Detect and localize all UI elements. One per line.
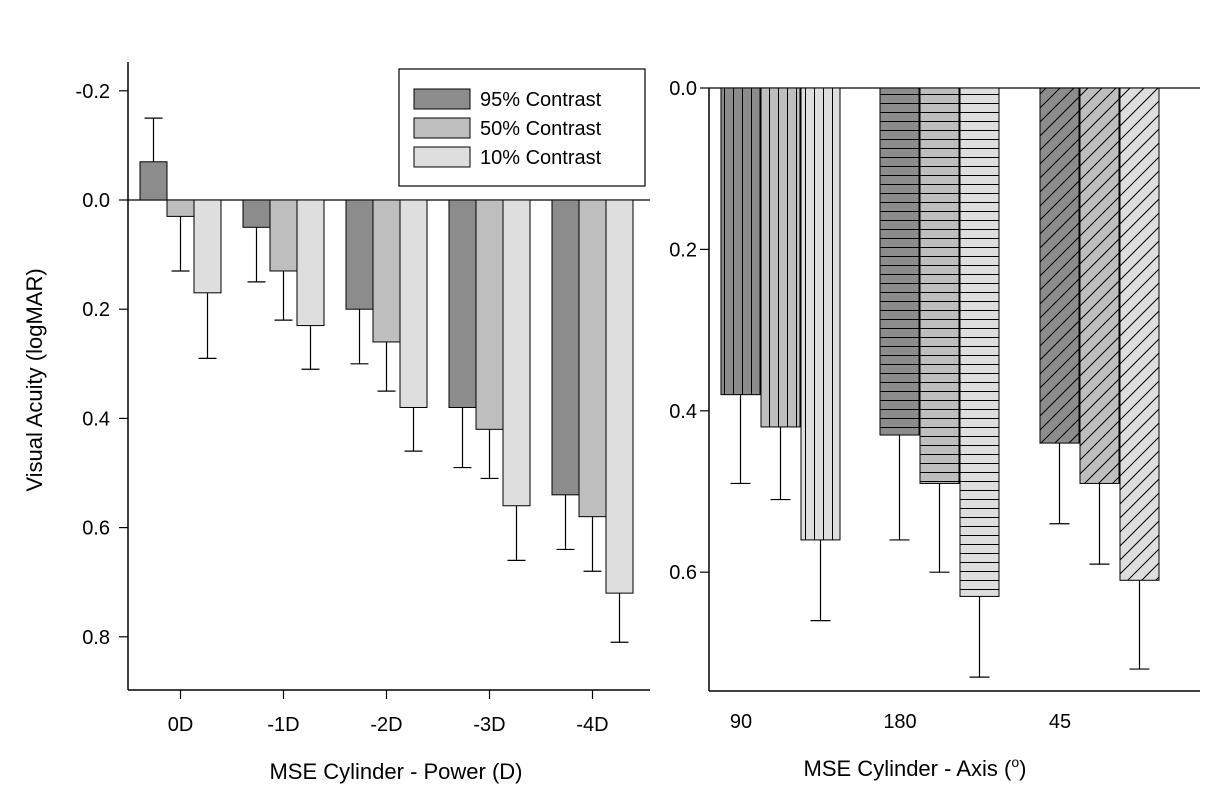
left-bar [193, 199, 222, 294]
left-bar [475, 199, 504, 430]
right-bar [1119, 87, 1160, 581]
left-bar [139, 161, 168, 201]
left-bar [296, 199, 325, 327]
left-x-axis-label: MSE Cylinder - Power (D) [269, 759, 522, 784]
legend: 95% Contrast 50% Contrast 10% Contrast [398, 68, 646, 187]
legend-label: 50% Contrast [480, 118, 602, 140]
left-bar [578, 199, 607, 518]
right-chart-axis: 0.0 0.2 0.4 0.6 90 180 45 [669, 78, 1200, 733]
left-y-tick-label: 0.6 [82, 518, 110, 540]
left-bar [551, 199, 580, 496]
right-bar [1079, 87, 1120, 484]
legend-label: 95% Contrast [480, 89, 602, 111]
right-x-axis-label-main: MSE Cylinder - Axis ( [804, 756, 1012, 781]
left-bar [242, 199, 271, 228]
left-x-tick-label: -4D [576, 714, 608, 736]
left-bar [345, 199, 374, 310]
left-y-tick-label: -0.2 [76, 81, 110, 103]
left-bar [502, 199, 531, 507]
right-x-axis-label-sup: o [1011, 754, 1019, 770]
right-x-axis-label: MSE Cylinder - Axis (o) [804, 754, 1027, 781]
right-bar [720, 87, 761, 396]
right-bar [879, 87, 920, 436]
left-chart-power: -0.2 0.0 0.2 0.4 0.6 0.8 0D -1D -2D -3D -4D 95% Con… [76, 62, 650, 736]
left-bar [448, 199, 477, 408]
left-y-tick-label: 0.0 [82, 190, 110, 212]
right-y-tick-label: 0.6 [669, 562, 697, 584]
left-x-tick-label: -1D [267, 714, 299, 736]
left-bar [166, 199, 195, 217]
right-bar [760, 87, 801, 428]
left-y-tick-label: 0.8 [82, 627, 110, 649]
left-bar [372, 199, 401, 343]
right-x-tick-label: 45 [1049, 711, 1071, 733]
left-y-tick-label: 0.4 [82, 408, 110, 430]
left-y-tick-label: 0.2 [82, 299, 110, 321]
right-bar [1039, 87, 1080, 444]
legend-swatch [413, 88, 471, 110]
left-x-tick-label: -3D [473, 714, 505, 736]
right-y-tick-label: 0.0 [669, 78, 697, 100]
right-y-tick-label: 0.2 [669, 239, 697, 261]
left-x-tick-label: 0D [168, 714, 194, 736]
left-bar [399, 199, 428, 408]
right-x-axis-label-end: ) [1019, 756, 1026, 781]
right-bar [800, 87, 841, 541]
right-bar [959, 87, 1000, 597]
left-bar [269, 199, 298, 272]
left-x-tick-label: -2D [370, 714, 402, 736]
right-bar [919, 87, 960, 484]
right-x-tick-label: 180 [883, 711, 916, 733]
right-x-tick-label: 90 [730, 711, 752, 733]
legend-swatch [413, 146, 471, 168]
legend-swatch [413, 117, 471, 139]
right-y-tick-label: 0.4 [669, 401, 697, 423]
left-bar [605, 199, 634, 594]
legend-label: 10% Contrast [480, 147, 602, 169]
left-y-axis-label: Visual Acuity (logMAR) [22, 268, 47, 491]
